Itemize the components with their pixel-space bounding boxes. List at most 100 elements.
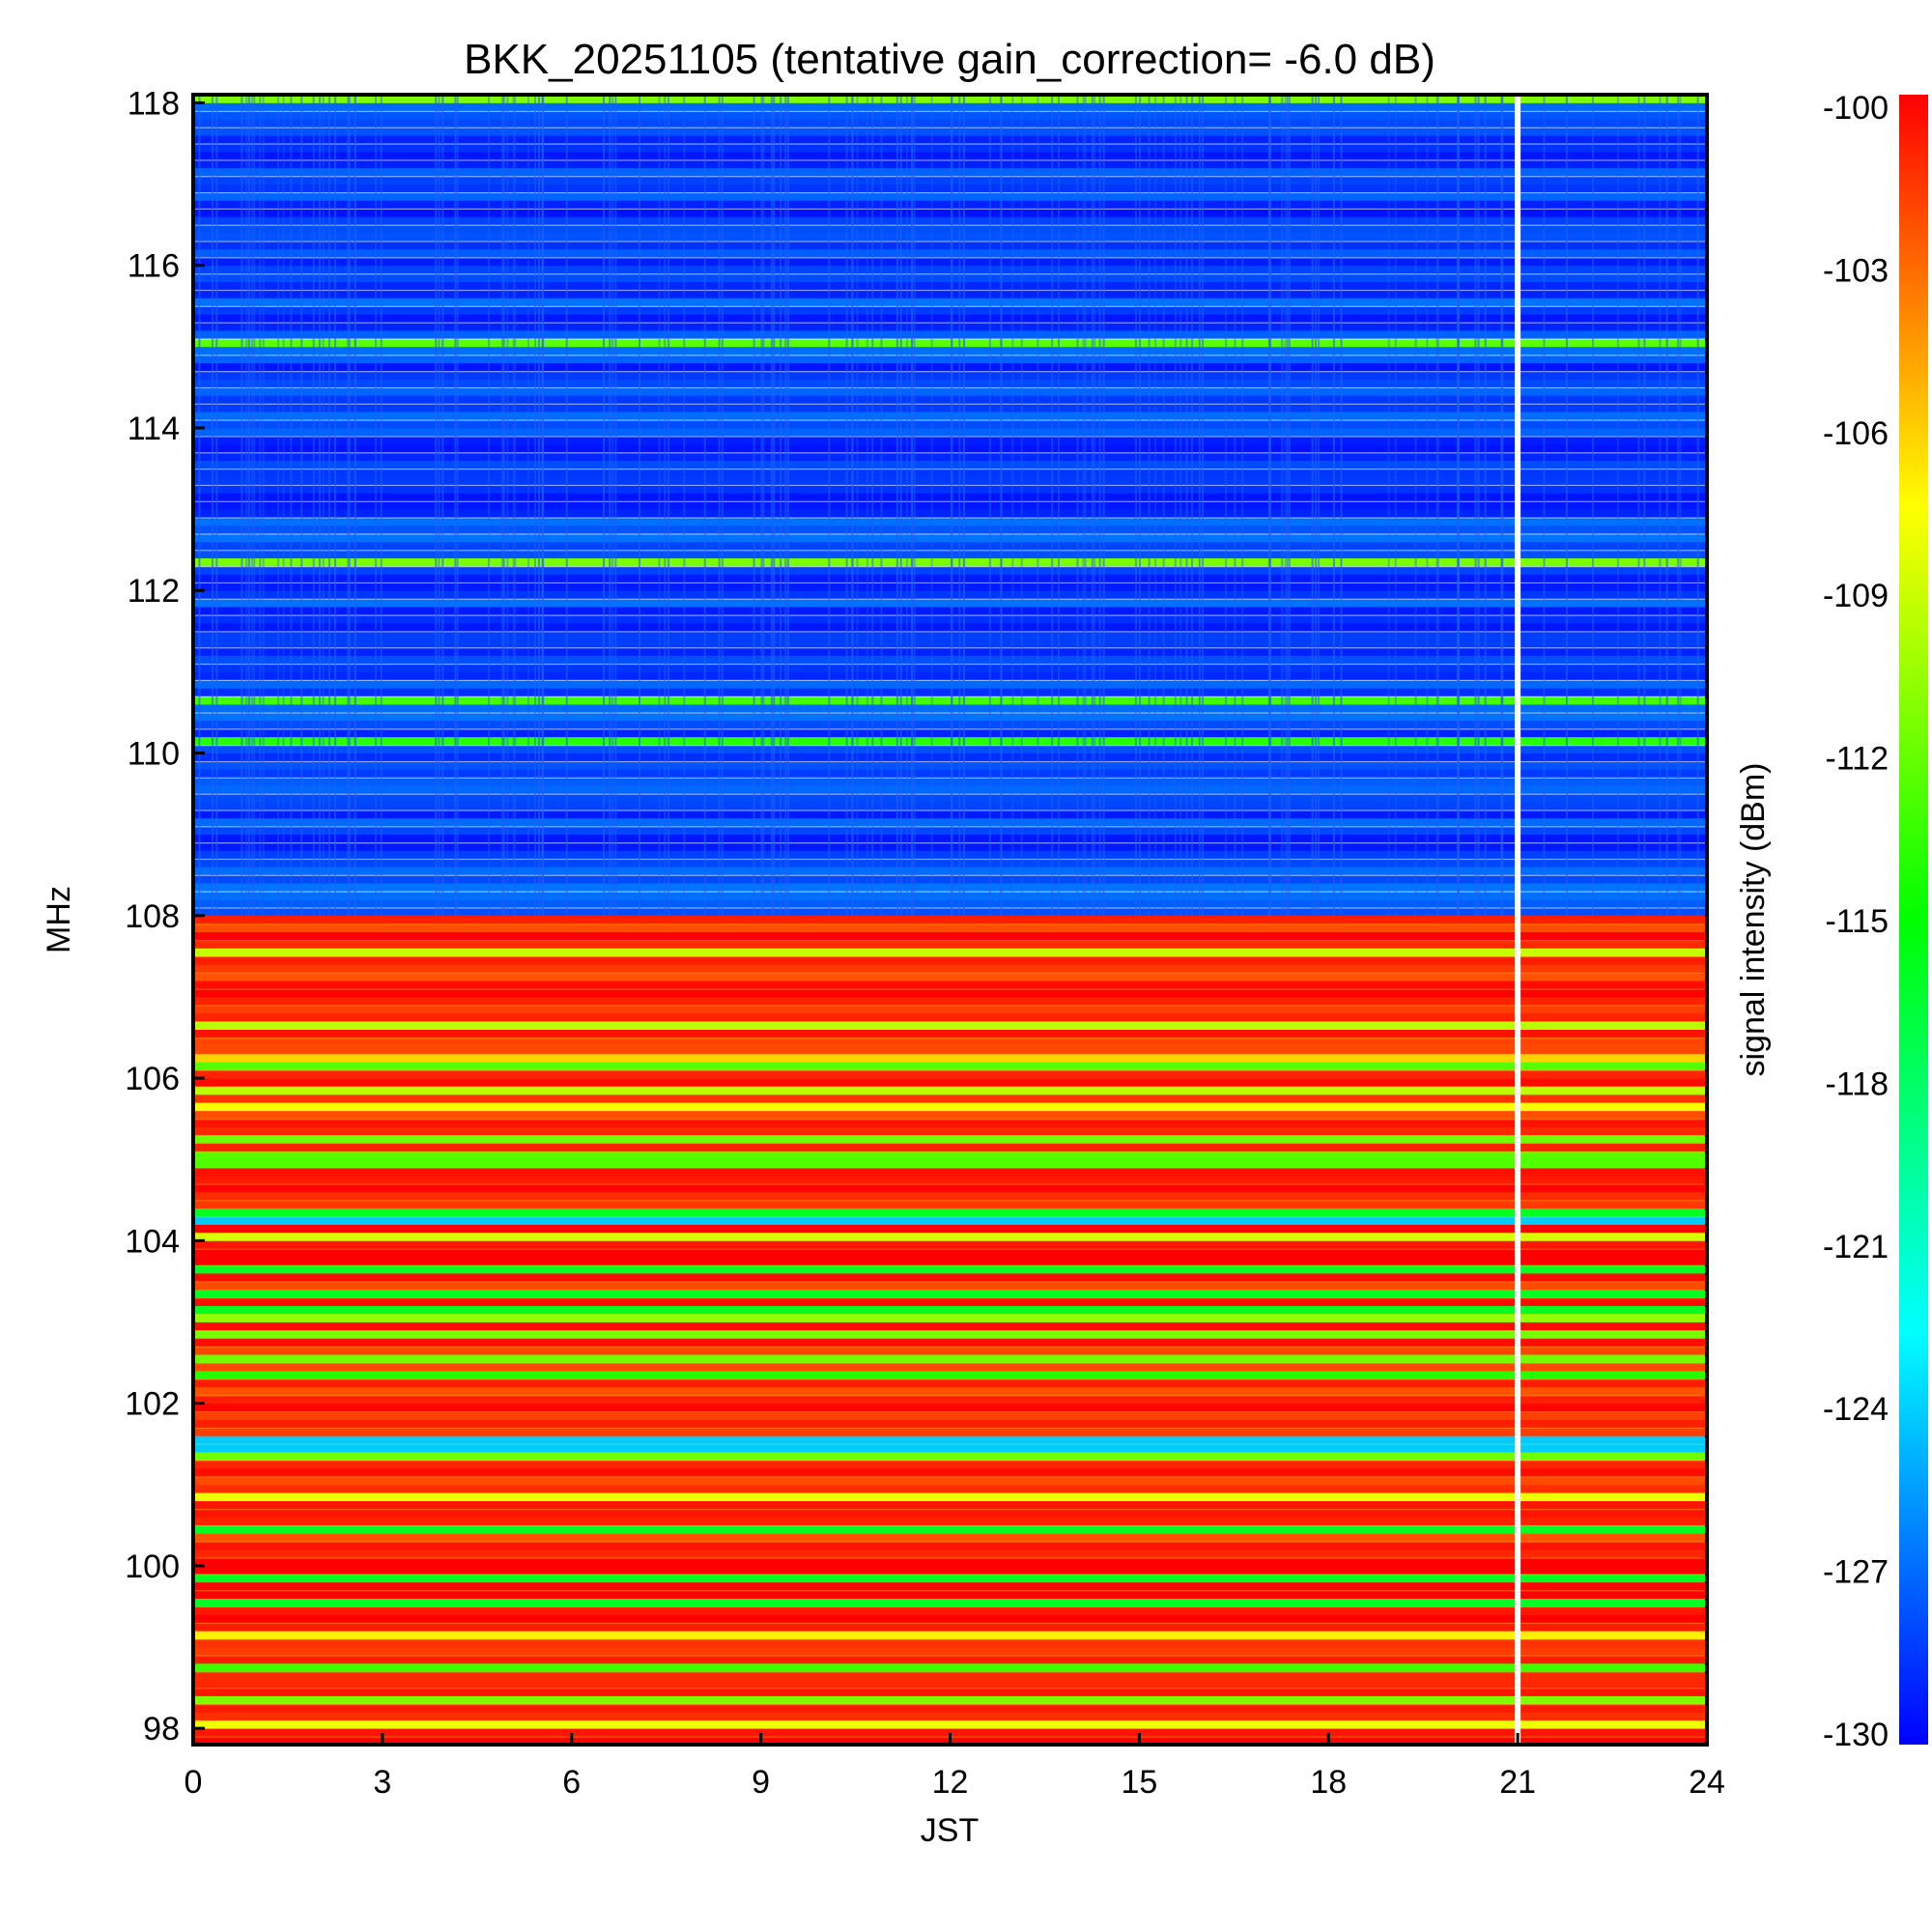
- heatmap-row: [193, 1565, 1707, 1575]
- heatmap-row-streak: [193, 955, 1707, 958]
- heatmap-vertical-streak: [958, 95, 961, 916]
- heatmap-row-streak: [193, 403, 1707, 405]
- heatmap-row: [193, 1094, 1707, 1103]
- heatmap-vertical-streak: [1474, 95, 1477, 916]
- x-tick-label: 12: [932, 1764, 969, 1801]
- heatmap-row: [193, 443, 1707, 453]
- heatmap-row: [193, 452, 1707, 462]
- heatmap-row-streak: [193, 598, 1707, 600]
- heatmap-row: [193, 728, 1707, 738]
- heatmap-row: [193, 1200, 1707, 1209]
- heatmap-row: [193, 500, 1707, 510]
- heatmap-row: [193, 590, 1707, 600]
- heatmap-row: [193, 379, 1707, 388]
- heatmap-vertical-streak: [500, 95, 503, 916]
- heatmap-row-streak: [193, 988, 1707, 990]
- heatmap-vertical-streak: [1286, 95, 1289, 916]
- heatmap-row-streak: [193, 940, 1707, 942]
- heatmap-row: [193, 720, 1707, 729]
- heatmap-row: [193, 119, 1707, 128]
- heatmap-vertical-streak: [354, 95, 356, 916]
- heatmap-vertical-streak: [488, 95, 491, 916]
- heatmap-vertical-streak: [1284, 95, 1287, 916]
- heatmap-row: [193, 1159, 1707, 1169]
- heatmap-row: [193, 355, 1707, 364]
- heatmap-row: [193, 305, 1707, 315]
- x-axis-label: JST: [921, 1812, 979, 1849]
- heatmap-row: [193, 1183, 1707, 1193]
- heatmap-row: [193, 1403, 1707, 1412]
- heatmap-row-streak: [193, 533, 1707, 535]
- heatmap-vertical-streak: [611, 95, 614, 916]
- heatmap-row-streak: [193, 436, 1707, 438]
- heatmap-row-streak: [193, 1346, 1707, 1348]
- heatmap-row: [193, 493, 1707, 502]
- colorbar-ticks: -100 -103 -106 -109 -112 -115 -118 -121 -124 -127…: [1823, 90, 1889, 1753]
- heatmap-row: [193, 1517, 1707, 1526]
- heatmap-row: [193, 322, 1707, 331]
- heatmap-row-streak: [193, 1703, 1707, 1706]
- heatmap-vertical-streak: [542, 95, 545, 916]
- heatmap-row-streak: [193, 891, 1707, 893]
- heatmap-vertical-streak: [322, 95, 325, 916]
- heatmap-vertical-streak: [1185, 95, 1188, 916]
- heatmap-vertical-streak: [1174, 95, 1177, 916]
- heatmap-row: [193, 362, 1707, 372]
- heatmap-row-streak: [193, 1395, 1707, 1397]
- heatmap-vertical-streak: [1677, 95, 1680, 916]
- heatmap-vertical-streak: [374, 95, 377, 916]
- heatmap-vertical-streak: [913, 95, 916, 916]
- heatmap-row: [193, 1524, 1707, 1534]
- heatmap-row-streak: [193, 874, 1707, 876]
- heatmap-row: [193, 257, 1707, 267]
- heatmap-vertical-streak: [1477, 95, 1480, 916]
- heatmap-row-streak: [193, 728, 1707, 730]
- heatmap-row-streak: [193, 1638, 1707, 1640]
- heatmap-row: [193, 1224, 1707, 1234]
- heatmap-row: [193, 598, 1707, 608]
- heatmap-row: [193, 696, 1707, 705]
- heatmap-row: [193, 1248, 1707, 1258]
- heatmap-vertical-streak: [1037, 95, 1039, 916]
- heatmap-row: [193, 1273, 1707, 1282]
- heatmap-row-streak: [193, 647, 1707, 649]
- heatmap-vertical-streak: [1084, 95, 1087, 916]
- heatmap-vertical-streak: [253, 95, 256, 916]
- heatmap-row: [193, 265, 1707, 274]
- data-gap-line: [1515, 95, 1521, 1745]
- heatmap-streaks: [193, 95, 1707, 1738]
- heatmap-vertical-streak: [318, 95, 321, 916]
- heatmap-row-streak: [193, 1671, 1707, 1673]
- heatmap-row: [193, 858, 1707, 867]
- heatmap-row-streak: [193, 907, 1707, 909]
- heatmap-vertical-streak: [1241, 95, 1244, 916]
- heatmap-vertical-streak: [290, 95, 293, 916]
- heatmap-row: [193, 469, 1707, 477]
- heatmap-row: [193, 891, 1707, 900]
- heatmap-row-streak: [193, 793, 1707, 795]
- heatmap-vertical-streak: [380, 95, 383, 916]
- heatmap-row: [193, 1655, 1707, 1664]
- heatmap-vertical-streak: [1565, 95, 1568, 916]
- y-tick-label: 118: [128, 85, 180, 122]
- heatmap-row-streak: [193, 1248, 1707, 1250]
- heatmap-row: [193, 1622, 1707, 1632]
- heatmap-row: [193, 412, 1707, 420]
- heatmap-row-streak: [193, 1183, 1707, 1185]
- heatmap-row: [193, 867, 1707, 876]
- heatmap-vertical-streak: [1154, 95, 1157, 916]
- heatmap-vertical-streak: [1082, 95, 1085, 916]
- heatmap-row-streak: [193, 582, 1707, 584]
- heatmap-row: [193, 1370, 1707, 1379]
- y-tick-label: 98: [143, 1711, 180, 1747]
- heatmap-vertical-streak: [773, 95, 776, 916]
- heatmap-row: [193, 151, 1707, 160]
- heatmap-row: [193, 793, 1707, 803]
- heatmap-vertical-streak: [905, 95, 908, 916]
- heatmap-vertical-streak: [753, 95, 755, 916]
- heatmap-row: [193, 631, 1707, 640]
- heatmap-vertical-streak: [1288, 95, 1291, 916]
- heatmap-row-streak: [193, 631, 1707, 633]
- heatmap-row: [193, 224, 1707, 234]
- colorbar-tick-label: -100: [1823, 90, 1889, 127]
